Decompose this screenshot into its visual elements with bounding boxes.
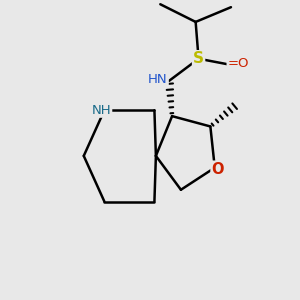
- Text: =O: =O: [228, 57, 249, 70]
- Text: HN: HN: [148, 73, 168, 86]
- Text: S: S: [193, 51, 204, 66]
- Text: NH: NH: [92, 104, 111, 117]
- Text: O: O: [212, 162, 224, 177]
